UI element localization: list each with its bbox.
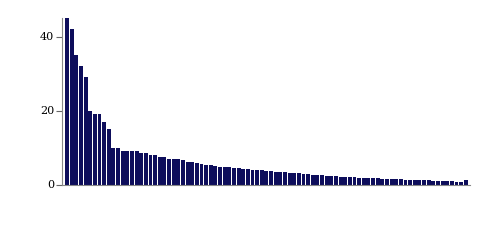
Bar (390, 179, 394, 184)
Bar (459, 182, 463, 184)
Bar (422, 180, 426, 184)
Bar (394, 179, 398, 184)
Bar (408, 180, 412, 184)
Bar (380, 179, 384, 184)
Bar (255, 170, 259, 184)
Bar (343, 177, 347, 184)
Bar (251, 170, 254, 184)
Bar (320, 175, 324, 184)
Bar (464, 180, 468, 184)
Bar (241, 169, 245, 184)
Bar (376, 178, 380, 184)
Bar (204, 164, 208, 184)
Bar (404, 180, 408, 184)
Bar (278, 172, 282, 184)
Bar (283, 172, 287, 184)
Bar (70, 29, 73, 184)
Bar (237, 168, 240, 184)
Bar (209, 165, 213, 184)
Bar (445, 181, 449, 184)
Bar (432, 181, 435, 184)
Bar (269, 171, 273, 184)
Bar (172, 159, 176, 184)
Bar (120, 151, 125, 184)
Bar (88, 110, 92, 184)
Bar (348, 177, 352, 184)
Bar (153, 155, 157, 184)
Bar (158, 157, 162, 184)
Bar (436, 181, 440, 184)
Bar (311, 175, 315, 184)
Bar (186, 162, 190, 184)
Bar (306, 174, 310, 184)
Bar (93, 114, 97, 184)
Bar (190, 162, 194, 184)
Bar (441, 181, 444, 184)
Bar (418, 180, 421, 184)
Bar (352, 178, 357, 184)
Bar (450, 181, 454, 184)
Bar (176, 159, 180, 184)
Bar (427, 180, 431, 184)
Bar (130, 151, 134, 184)
Bar (148, 155, 153, 184)
Bar (334, 176, 338, 184)
Bar (125, 151, 129, 184)
Bar (232, 168, 236, 184)
Bar (455, 182, 458, 184)
Bar (111, 148, 115, 184)
Bar (260, 171, 264, 184)
Bar (329, 176, 333, 184)
Bar (399, 179, 403, 184)
Bar (200, 164, 204, 184)
Bar (324, 176, 329, 184)
Bar (102, 122, 106, 184)
Bar (297, 173, 301, 184)
Bar (338, 177, 343, 184)
Bar (413, 180, 417, 184)
Bar (246, 169, 250, 184)
Bar (139, 153, 143, 184)
Bar (74, 55, 78, 184)
Bar (292, 173, 296, 184)
Bar (214, 166, 217, 184)
Bar (116, 148, 120, 184)
Bar (97, 114, 101, 184)
Bar (167, 159, 171, 184)
Bar (181, 160, 185, 184)
Bar (228, 167, 231, 184)
Bar (79, 66, 83, 184)
Bar (134, 151, 139, 184)
Bar (385, 179, 389, 184)
Bar (371, 178, 375, 184)
Bar (65, 7, 69, 184)
Bar (218, 167, 222, 184)
Bar (107, 129, 111, 184)
Bar (162, 157, 167, 184)
Bar (288, 173, 291, 184)
Bar (84, 77, 87, 184)
Bar (195, 163, 199, 184)
Bar (301, 174, 305, 184)
Bar (357, 178, 361, 184)
Bar (264, 171, 268, 184)
Bar (274, 171, 277, 184)
Bar (362, 178, 366, 184)
Bar (315, 175, 319, 184)
Bar (223, 167, 227, 184)
Bar (366, 178, 371, 184)
Bar (144, 153, 148, 184)
